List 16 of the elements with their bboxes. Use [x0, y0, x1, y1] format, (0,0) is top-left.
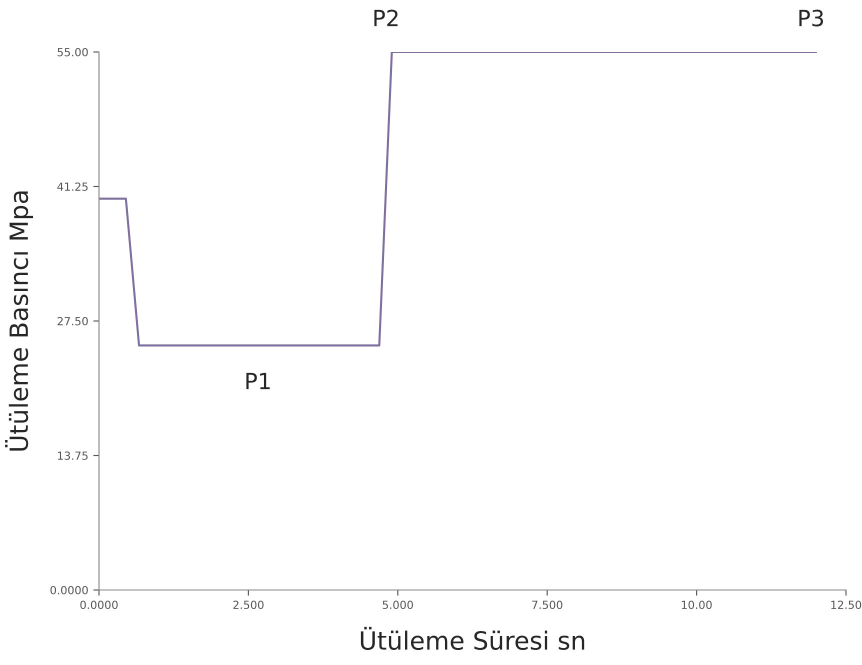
text: P2	[374, 10, 398, 26]
x-tick-label: 10.00	[682, 600, 712, 610]
x-axis-title: Ütüleme Süresi sn	[360, 626, 584, 650]
y-tick-label: 27.50	[58, 316, 88, 326]
x-tick-label: 0.0000	[80, 600, 118, 610]
text: P3	[799, 10, 823, 26]
x-tick-label: 2.500	[233, 600, 264, 610]
annotation: P1	[246, 372, 270, 390]
y-tick-label: 0.0000	[50, 586, 88, 594]
x-tick-label: 12.50	[831, 600, 862, 610]
y-axis-title: Ütüleme Basıncı Mpa	[5, 191, 34, 451]
x-tick-label: 5.000	[382, 600, 413, 610]
y-tick-label: 55.00	[58, 48, 88, 56]
y-tick-label: 13.75	[58, 451, 88, 460]
x-tick-label: 7.500	[532, 600, 562, 610]
y-tick-label: 41.25	[57, 182, 88, 191]
